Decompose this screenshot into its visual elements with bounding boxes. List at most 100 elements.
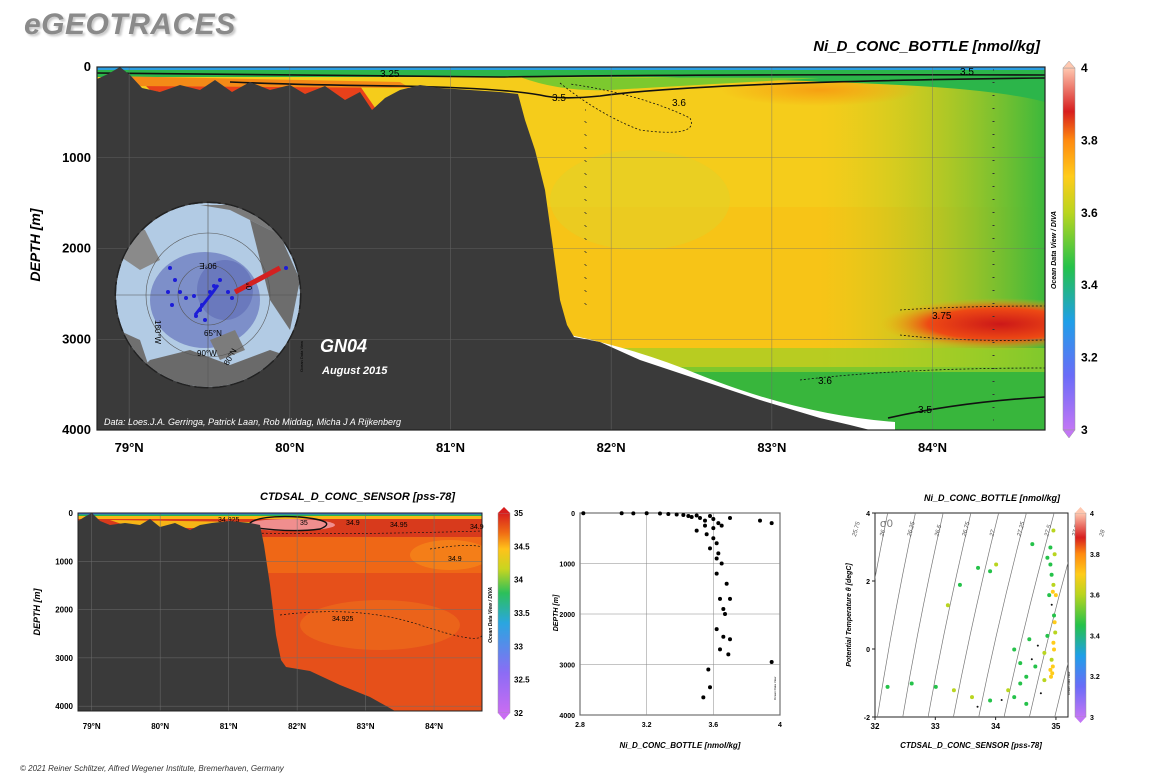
y-tick-label: 4000 (62, 422, 91, 437)
data-point (644, 511, 649, 516)
contour-label: 3.5 (918, 405, 932, 416)
colorbar-tick-label: 3.6 (1090, 593, 1100, 600)
data-point (681, 513, 686, 518)
isopycnal-label: 26.25 (907, 521, 917, 539)
ts-colored-point (1024, 701, 1029, 706)
colorbar-tick-label: 3.8 (1081, 133, 1098, 147)
main-contour-labels: 3.25 3.5 3.5 3.6 3.75 3.6 3.5 (380, 67, 974, 416)
colorbar-tick-label: 3 (1090, 715, 1094, 722)
salinity-section-chart: CTDSAL_D_CONC_SENSOR [pss-78] 34.925 35 … (32, 491, 530, 731)
ts-data-point (976, 705, 979, 708)
isopycnal-label: 25.75 (852, 521, 862, 539)
x-tick-label: 83°N (357, 722, 375, 731)
isopycnal-line (978, 513, 1027, 717)
data-point (721, 606, 726, 611)
ts-data-point (1000, 699, 1003, 701)
isopycnal-line (1003, 513, 1055, 717)
ts-diagram-chart: Ni_D_CONC_BOTTLE [nmol/kg] 25.75 26 26.25 2… (830, 493, 1107, 750)
isopycnal-line (902, 513, 944, 717)
isopycnal-label: 26.75 (962, 521, 972, 539)
ts-colored-point (1049, 657, 1054, 662)
data-point (708, 685, 712, 690)
data-point (769, 659, 774, 664)
ts-colored-point (945, 603, 950, 608)
data-point (718, 596, 722, 601)
colorbar-tick-label: 4 (1090, 511, 1094, 518)
data-point (686, 514, 691, 519)
ts-colored-point (957, 582, 962, 587)
data-point (698, 516, 702, 521)
colorbar-tick-label: 35 (514, 509, 523, 518)
ts-x-axis-label: CTDSAL_D_CONC_SENSOR [pss-78] (900, 741, 1042, 750)
data-point (694, 513, 699, 518)
ts-colored-point (1033, 664, 1038, 669)
colorbar-tick-label: 3.6 (1081, 206, 1098, 220)
contour-label: 35 (300, 520, 308, 527)
contour-label: 3.5 (960, 67, 974, 78)
ts-data-point (1030, 658, 1033, 661)
salinity-title: CTDSAL_D_CONC_SENSOR [pss-78] (260, 491, 455, 503)
data-point (724, 581, 729, 586)
map-label-180w: 180°W (153, 320, 162, 345)
ts-colored-point (1024, 674, 1029, 679)
ts-colored-point (1050, 589, 1055, 594)
contour-label: 3.25 (380, 69, 400, 80)
colorbar-tick-label: 34.5 (514, 542, 530, 551)
contour-label: 34.925 (332, 616, 354, 623)
data-point (716, 521, 721, 526)
x-tick-label: 33 (931, 722, 940, 731)
isopycnal-label: 27.5 (1044, 524, 1053, 538)
x-tick-label: 4 (778, 722, 782, 729)
ts-colored-point (1048, 562, 1053, 567)
map-label-90w: 90°W (197, 349, 217, 358)
data-point (694, 528, 699, 533)
x-tick-label: 79°N (83, 722, 101, 731)
y-tick-label: 0 (866, 647, 870, 654)
y-tick-label: 1000 (55, 557, 73, 566)
ts-colored-point (1018, 661, 1023, 666)
data-point (714, 571, 719, 576)
ts-colored-point (1048, 667, 1053, 672)
ts-colored-point (988, 698, 993, 703)
egeotraces-logo: eGEOTRACES (24, 8, 236, 41)
ts-colored-point (970, 695, 974, 700)
data-point (723, 612, 727, 616)
map-label-0: 0° (245, 282, 254, 290)
data-point (758, 518, 762, 523)
data-point (689, 515, 694, 520)
cruise-date: August 2015 (321, 365, 388, 377)
contour-label: 3.6 (672, 98, 686, 109)
isopycnal-line (830, 513, 860, 717)
data-point (726, 652, 731, 657)
ts-data-point (1039, 692, 1042, 695)
contour-label: 34.95 (390, 522, 408, 529)
isopycnal-line (877, 513, 916, 717)
ts-colored-point (1006, 688, 1011, 693)
ts-colored-point (988, 569, 993, 574)
colorbar-tick-label: 3 (1081, 423, 1088, 437)
ts-colored-point (1048, 545, 1053, 550)
x-tick-label: 79°N (115, 440, 144, 455)
y-tick-label: 2000 (55, 606, 73, 615)
ts-colored-point (1012, 695, 1017, 700)
map-label-65n: 65°N (204, 329, 222, 338)
data-point (674, 512, 679, 517)
data-point (719, 561, 724, 566)
data-point (711, 536, 716, 541)
ts-colored-point (1052, 647, 1057, 652)
data-credits: Data: Loes.J.A. Gerringa, Patrick Laan, … (104, 417, 401, 427)
sigma-label: σ0 (880, 518, 893, 530)
x-tick-label: 83°N (757, 440, 786, 455)
ts-colored-point (1027, 637, 1032, 642)
data-point (728, 516, 732, 521)
ts-colored-point (1052, 620, 1057, 625)
ts-colored-point (1042, 678, 1047, 683)
colorbar-tick-label: 32.5 (514, 676, 530, 685)
x-tick-label: 35 (1051, 722, 1060, 731)
data-point (721, 634, 726, 639)
ts-colored-point (1042, 650, 1047, 655)
ts-colored-point (1018, 681, 1023, 686)
data-point (658, 511, 662, 516)
isopycnal-line (927, 513, 972, 717)
ts-colored-point (1051, 582, 1056, 587)
